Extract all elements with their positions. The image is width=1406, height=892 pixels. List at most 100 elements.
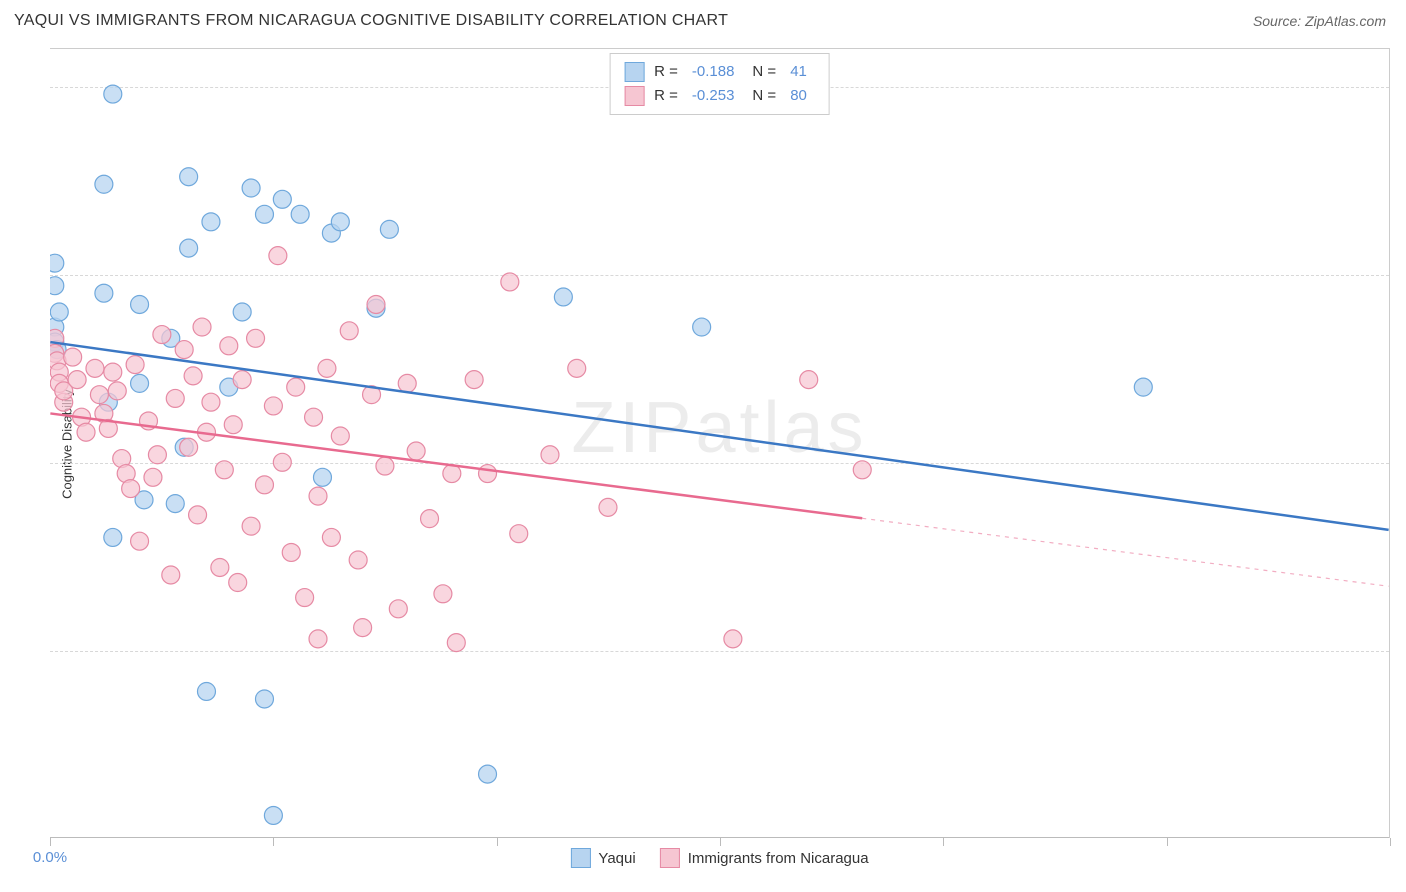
scatter-point	[189, 506, 207, 524]
scatter-point	[131, 295, 149, 313]
scatter-point	[122, 480, 140, 498]
scatter-point	[305, 408, 323, 426]
legend-swatch-nicaragua-icon	[660, 848, 680, 868]
legend-r-value-nicaragua: -0.253	[692, 84, 735, 108]
legend-n-label: N =	[752, 60, 776, 84]
scatter-point	[233, 371, 251, 389]
scatter-point	[255, 205, 273, 223]
legend-swatch-yaqui-icon	[570, 848, 590, 868]
scatter-point	[853, 461, 871, 479]
scatter-point	[77, 423, 95, 441]
scatter-point	[68, 371, 86, 389]
scatter-point	[224, 416, 242, 434]
scatter-point	[255, 476, 273, 494]
scatter-point	[479, 465, 497, 483]
scatter-point	[166, 389, 184, 407]
scatter-point	[264, 806, 282, 824]
scatter-point	[291, 205, 309, 223]
scatter-point	[309, 487, 327, 505]
scatter-point	[144, 468, 162, 486]
correlation-legend: R = -0.188 N = 41 R = -0.253 N = 80	[609, 53, 830, 115]
legend-swatch-nicaragua	[624, 86, 644, 106]
scatter-point	[282, 543, 300, 561]
scatter-point	[1134, 378, 1152, 396]
legend-swatch-yaqui	[624, 62, 644, 82]
scatter-point	[148, 446, 166, 464]
scatter-point	[108, 382, 126, 400]
scatter-point	[479, 765, 497, 783]
scatter-point	[331, 213, 349, 231]
chart-title: YAQUI VS IMMIGRANTS FROM NICARAGUA COGNI…	[14, 12, 728, 30]
legend-row-nicaragua: R = -0.253 N = 80	[624, 84, 815, 108]
scatter-point	[501, 273, 519, 291]
scatter-point	[86, 359, 104, 377]
scatter-point	[126, 356, 144, 374]
legend-r-label: R =	[654, 60, 678, 84]
scatter-point	[153, 326, 171, 344]
scatter-point	[242, 517, 260, 535]
legend-r-label: R =	[654, 84, 678, 108]
scatter-point	[180, 438, 198, 456]
regression-line	[50, 342, 1388, 530]
scatter-point	[273, 453, 291, 471]
scatter-point	[202, 213, 220, 231]
scatter-point	[211, 558, 229, 576]
legend-item-yaqui: Yaqui	[570, 848, 635, 868]
scatter-point	[220, 337, 238, 355]
scatter-point	[50, 254, 64, 272]
scatter-point	[309, 630, 327, 648]
scatter-point	[264, 397, 282, 415]
scatter-point	[95, 284, 113, 302]
scatter-point	[367, 295, 385, 313]
scatter-point	[354, 619, 372, 637]
scatter-point	[180, 168, 198, 186]
scatter-point	[269, 247, 287, 265]
scatter-point	[510, 525, 528, 543]
scatter-point	[255, 690, 273, 708]
scatter-point	[447, 634, 465, 652]
series-legend: Yaqui Immigrants from Nicaragua	[570, 848, 868, 868]
scatter-point	[349, 551, 367, 569]
scatter-point	[197, 682, 215, 700]
scatter-point	[180, 239, 198, 257]
scatter-point	[296, 589, 314, 607]
x-tick-label-first: 0.0%	[33, 849, 67, 866]
scatter-point	[273, 190, 291, 208]
legend-label-nicaragua: Immigrants from Nicaragua	[688, 850, 869, 867]
scatter-point	[287, 378, 305, 396]
chart-source: Source: ZipAtlas.com	[1253, 13, 1386, 29]
scatter-point	[331, 427, 349, 445]
scatter-point	[407, 442, 425, 460]
scatter-point	[104, 528, 122, 546]
scatter-point	[233, 303, 251, 321]
scatter-point	[800, 371, 818, 389]
scatter-point	[568, 359, 586, 377]
legend-row-yaqui: R = -0.188 N = 41	[624, 60, 815, 84]
scatter-point	[242, 179, 260, 197]
scatter-point	[465, 371, 483, 389]
scatter-point	[131, 532, 149, 550]
chart-area: Cognitive Disability 10.0%15.0%20.0%25.0…	[50, 48, 1390, 838]
legend-r-value-yaqui: -0.188	[692, 60, 735, 84]
scatter-point	[247, 329, 265, 347]
scatter-point	[184, 367, 202, 385]
legend-item-nicaragua: Immigrants from Nicaragua	[660, 848, 869, 868]
legend-n-value-yaqui: 41	[790, 60, 807, 84]
scatter-point	[340, 322, 358, 340]
scatter-point	[434, 585, 452, 603]
scatter-point	[313, 468, 331, 486]
scatter-point	[90, 386, 108, 404]
scatter-point	[162, 566, 180, 584]
scatter-point	[398, 374, 416, 392]
scatter-point	[50, 277, 64, 295]
scatter-point	[541, 446, 559, 464]
legend-n-label: N =	[752, 84, 776, 108]
scatter-point	[380, 220, 398, 238]
scatter-point	[175, 341, 193, 359]
scatter-point	[215, 461, 233, 479]
scatter-point	[318, 359, 336, 377]
scatter-point	[104, 363, 122, 381]
scatter-point	[64, 348, 82, 366]
scatter-point	[724, 630, 742, 648]
scatter-point	[193, 318, 211, 336]
